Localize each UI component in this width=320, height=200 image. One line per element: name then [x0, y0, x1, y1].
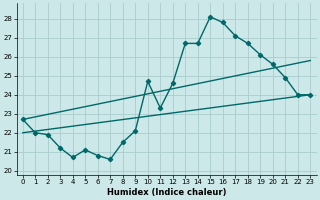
- X-axis label: Humidex (Indice chaleur): Humidex (Indice chaleur): [107, 188, 226, 197]
